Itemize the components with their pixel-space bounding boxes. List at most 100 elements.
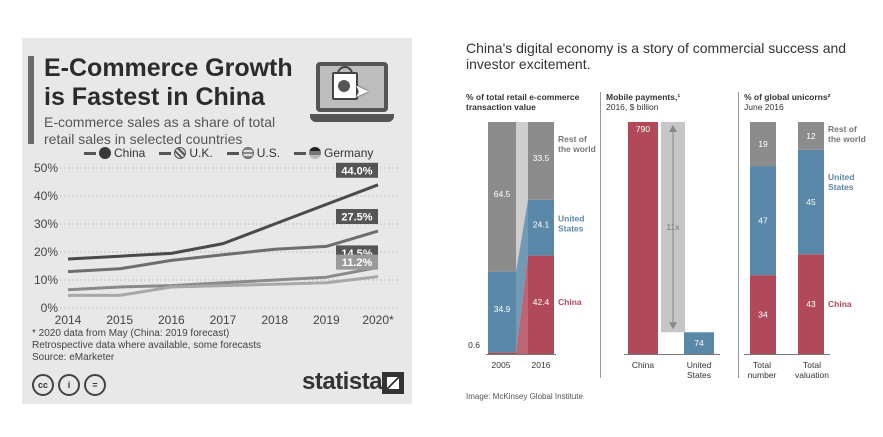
bar-unicorn-number-us [750,166,776,276]
x-tick-label: 2018 [261,313,288,324]
statista-logo: statista [302,368,383,395]
total-number-line-1: Total [753,360,771,370]
us-flag-icon [241,147,254,159]
footnotes: * 2020 data from May (China: 2019 foreca… [32,328,261,364]
value-label-unicorn-valuation-us: 45 [806,197,816,207]
y-tick-label: 10% [34,273,58,287]
series-label-china: China [558,297,582,307]
no-derivatives-icon: = [84,374,106,396]
germany-flag-icon [309,147,322,159]
value-label-unicorn-valuation-rest: 12 [806,131,816,141]
category-china: China [631,360,655,370]
value-label-2005-china: 0.6 [468,340,480,350]
y-tick-label: 40% [34,189,58,203]
panel1-title-line-1: % of total retail e-commerce [466,92,580,102]
footnote-source: Source: eMarketer [32,352,115,363]
bar-unicorn-valuation-us [798,149,824,255]
x-tick-label: 2017 [210,313,237,324]
series-line-uk [67,229,379,274]
title-line-2: is Fastest in China [44,83,265,111]
x-tick-label: 2015 [106,313,133,324]
panel2-title-main: Mobile payments,¹ [606,92,681,102]
panel2-title: Mobile payments,¹ 2016, $ billion [606,92,680,112]
subtitle-line-2: retail sales in selected countries [44,131,243,147]
footnote-2020: * 2020 data from May (China: 2019 foreca… [32,328,230,339]
bar-2005-rest [488,122,516,272]
cc-icon: cc [32,374,54,396]
category-total-valuation: Total valuation [788,360,836,380]
value-label-2016-china: 42.4 [533,297,550,307]
category-2005: 2005 [491,360,511,370]
legend-label-us: U.S. [256,146,281,160]
category-us-line-2: States [686,370,712,380]
bar-2016-us [528,199,554,256]
connector-us [516,199,528,353]
infographic-title: E-Commerce Growth is Fastest in China [44,54,293,112]
laptop-shopping-icon: ➤ [310,62,394,128]
value-label-2016-us: 24.1 [533,220,550,230]
cc-license-icon: cc i = [32,374,106,396]
value-label-unicorn-number-rest: 19 [758,139,768,149]
bar-2016-rest [528,122,554,200]
value-label-unicorn-valuation-china: 43 [806,299,816,309]
footnote-retrospective: Retrospective data where available, some… [32,340,262,351]
bar-unicorn-valuation-china [798,254,824,354]
title-line-1: E-Commerce Growth [44,54,293,82]
panel-divider-1 [600,92,601,378]
panel3-title: % of global unicorns² June 2016 [744,92,830,112]
bar-mobile-china [628,122,658,354]
legend-item-us: U.S. [226,146,281,160]
panel2-subtitle: 2016, $ billion [606,102,659,112]
y-tick-label: 20% [34,245,58,259]
category-us-line-1: United [686,360,712,370]
bar-2005-china [488,352,516,354]
series-line-china [67,183,379,261]
x-tick-label: 2019 [313,313,340,324]
statista-logo-icon [382,372,404,394]
value-label-mobile-china: 790 [636,124,650,134]
panel3-subtitle: June 2016 [744,102,784,112]
infographic-subtitle: E-commerce sales as a share of total ret… [44,114,275,148]
uk-flag-icon [174,147,187,159]
series-label-rest-line-1: Rest of [558,134,587,144]
chart-legend: China U.K. U.S. Germany [84,146,373,160]
attribution-icon: i [58,374,80,396]
y-tick-label: 30% [34,217,58,231]
bar-mobile-us [684,332,714,354]
line-chart: 0% 10% 20% 30% 40% 50% 2014 2015 2016 2017 2018 201… [34,161,398,324]
right-chart-title: China's digital economy is a story of co… [466,40,847,72]
connector-china [516,255,528,354]
panel1-baseline [486,354,556,355]
value-label-mobile-us: 74 [694,338,704,348]
subtitle-line-1: E-commerce sales as a share of total [44,114,276,130]
end-label-box-china [336,162,378,178]
x-tick-label: 2020* [362,313,394,324]
connector-rest [516,122,528,272]
unicorn-label-us-line-1: United [828,172,854,182]
china-flag-icon [99,147,111,159]
end-label-box-uk [336,209,378,224]
statista-infographic: E-Commerce Growth is Fastest in China E-… [22,38,412,404]
series-label-us-line-1: United [558,214,584,224]
value-label-2016-rest: 33.5 [533,153,550,163]
unicorn-label-china: China [828,299,852,309]
series-label-us-line-2: States [558,224,584,234]
ratio-arrow-up [669,125,677,132]
image-source: Image: McKinsey Global Institute [466,392,583,401]
legend-label-germany: Germany [324,146,374,160]
panel3-baseline [744,354,830,355]
y-tick-label: 50% [34,161,58,175]
unicorn-label-rest-line-1: Rest of [828,124,857,134]
legend-label-china: China [114,146,146,160]
end-label-germany: 11.2% [342,257,373,269]
category-total-number: Total number [740,360,784,380]
legend-item-germany: Germany [294,146,373,160]
series-line-us [67,265,379,292]
unicorn-label-rest-line-2: the world [828,134,866,144]
legend-label-uk: U.K. [189,146,213,160]
value-label-unicorn-number-us: 47 [758,216,768,226]
category-united-states: United States [676,360,722,380]
title-accent-bar [28,56,34,144]
end-label-box-germany [336,254,378,270]
